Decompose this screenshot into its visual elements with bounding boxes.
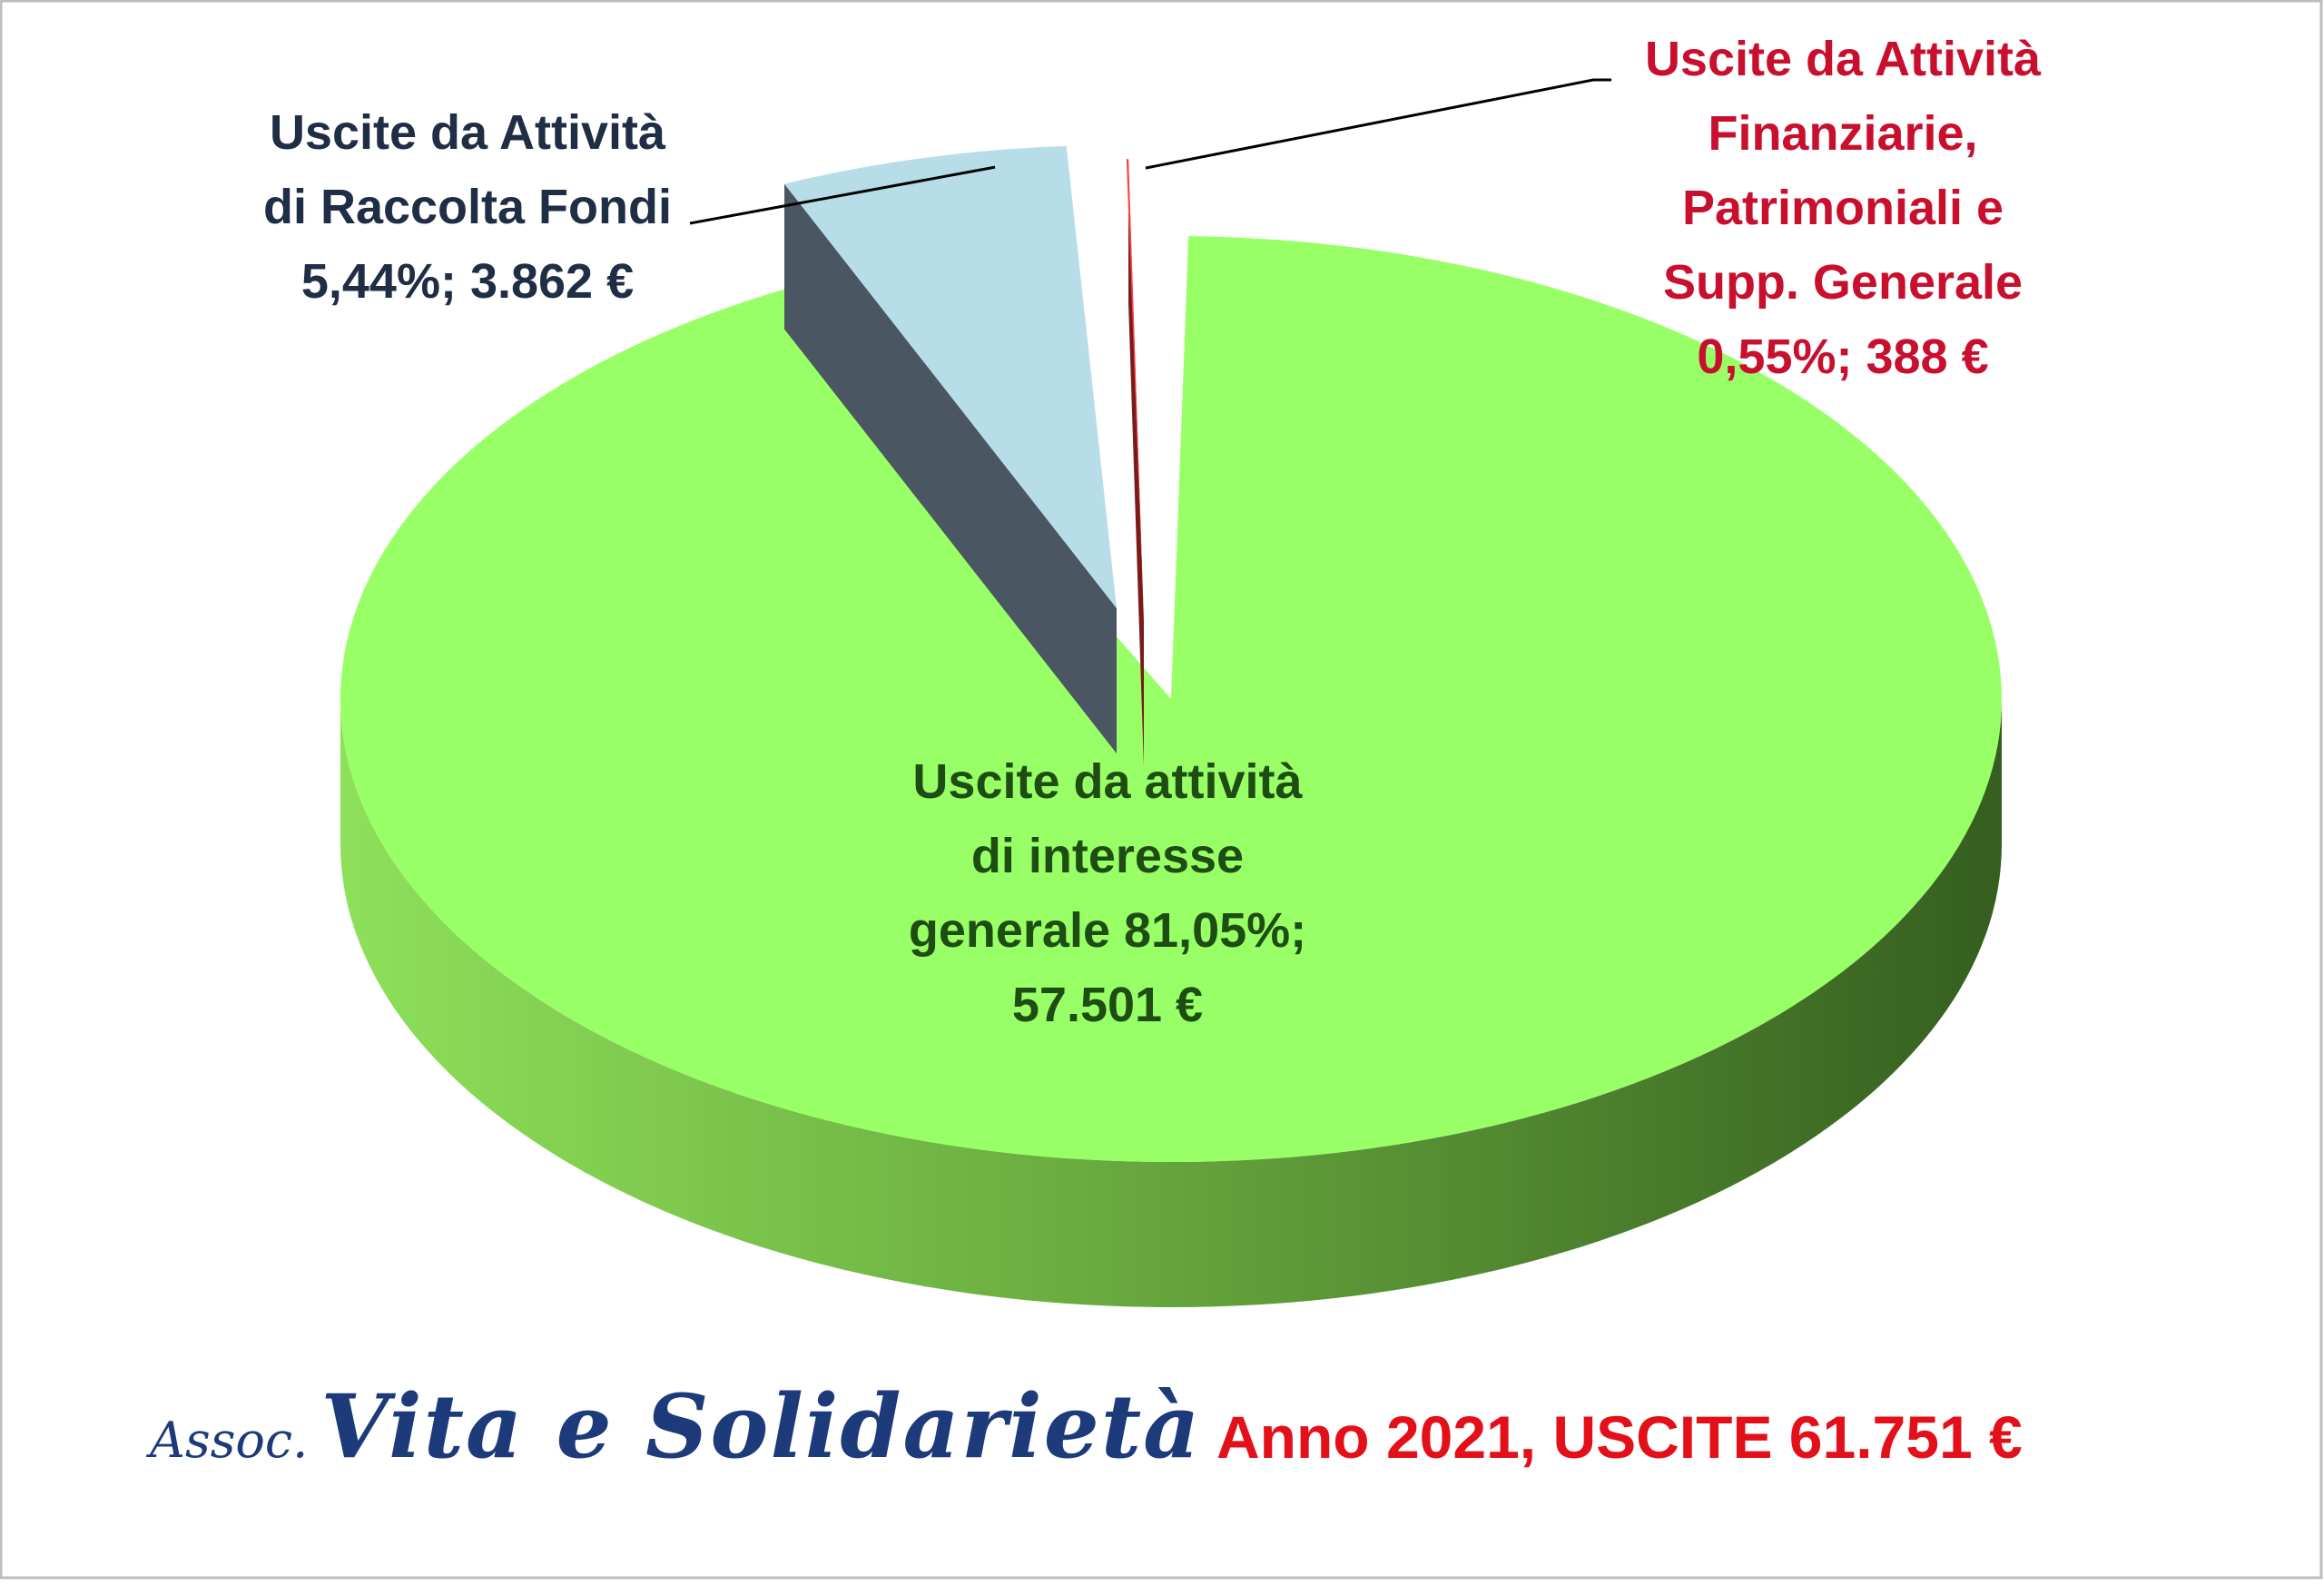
slice-label-line: generale 81,05%; [908,903,1307,958]
slice-label-raccolta-fondi: Uscite da Attività di Raccolta Fondi 5,4… [200,95,735,319]
logo-prefix: Assoc. [150,1412,309,1469]
pie-slice-finanziarie [1126,159,1144,768]
total-expenses-caption: Anno 2021, USCITE 61.751 € [1216,1403,2023,1471]
pie-slice-side [340,699,2002,1307]
leader-line-finanziarie [1145,78,1611,170]
slice-label-line: 0,55%; 388 € [1697,330,1989,384]
slice-label-line: Uscite da Attività [1644,32,2042,86]
slice-label-line: di interesse [970,829,1245,883]
slice-label-line: Supp. Generale [1662,255,2024,310]
pie-slice-top [784,145,1117,608]
slice-label-line: Finanziarie, [1708,106,1978,161]
pie-slice-face [784,183,1117,753]
pie-slice-top [1126,159,1144,623]
slice-label-line: 5,44%; 3.862 € [300,254,635,309]
pie-slice-raccolta-fondi [784,145,1117,753]
pie-slice-top [340,236,2003,1163]
leader-line-raccolta-fondi [689,165,996,225]
pie-slice-interesse-generale [340,236,2003,1307]
slice-label-finanziarie: Uscite da Attività Finanziarie, Patrimon… [1543,22,2142,394]
slice-label-line: Uscite da Attività [269,105,666,160]
slice-label-line: Patrimoniali e [1681,181,2004,235]
slice-label-interesse-generale: Uscite da attività di interesse generale… [799,744,1416,1042]
logo-name: Vita e Solidarietà [320,1375,1202,1478]
slice-label-line: 57.501 € [1011,978,1204,1032]
slice-label-line: Uscite da attività [912,754,1303,809]
slice-label-line: di Raccolta Fondi [262,180,673,234]
association-logo: Assoc. Vita e Solidarietà [150,1375,1201,1478]
